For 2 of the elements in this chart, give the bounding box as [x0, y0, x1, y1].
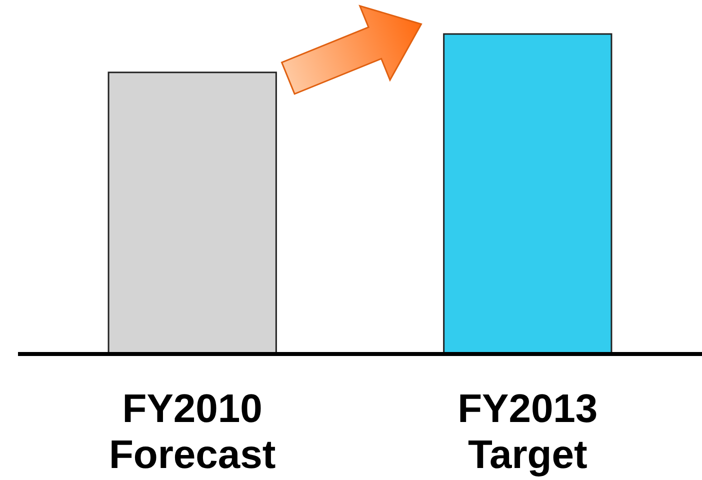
x-tick-label: FY2010 Forecast [108, 387, 276, 477]
x-tick-label: FY2013 Target [458, 387, 598, 477]
